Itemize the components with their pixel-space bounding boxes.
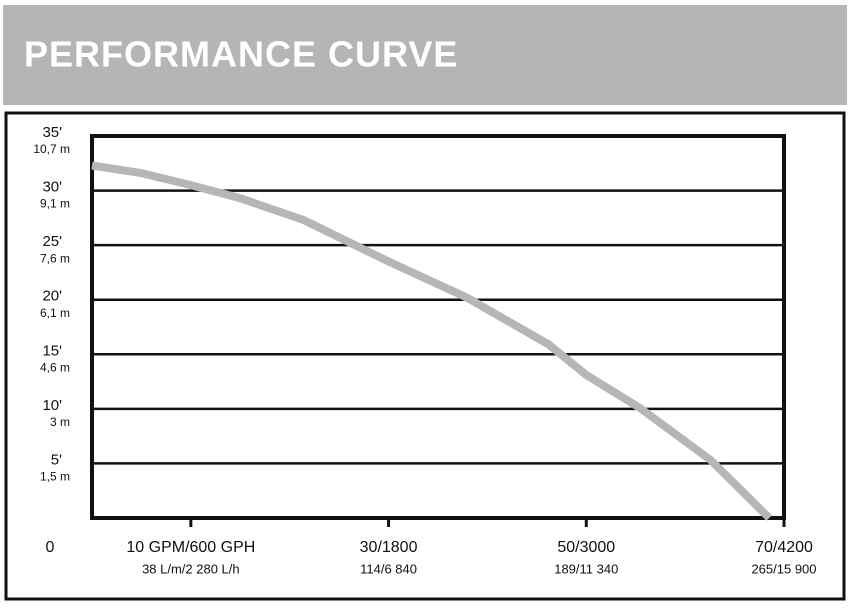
y-tick-sublabel: 9,1 m [40, 197, 70, 211]
x-tick-sublabel: 265/15 900 [751, 561, 816, 576]
x-tick-label: 70/4200 [755, 539, 813, 556]
y-tick-sublabel: 10,7 m [33, 142, 70, 156]
x-tick-sublabel: 189/11 340 [554, 561, 618, 576]
y-tick-label: 35' [42, 124, 62, 141]
header-band [3, 5, 847, 105]
x-tick-label: 0 [46, 539, 55, 556]
y-tick-sublabel: 3 m [50, 415, 70, 429]
y-tick-label: 20' [42, 288, 62, 305]
y-tick-label: 10' [42, 397, 62, 414]
y-tick-sublabel: 6,1 m [40, 306, 70, 320]
performance-curve [91, 161, 773, 521]
x-tick-label: 30/1800 [360, 539, 418, 556]
y-tick-label: 5' [51, 451, 62, 468]
chart-title: PERFORMANCE CURVE [24, 34, 458, 75]
x-tick-label: 10 GPM/600 GPH [126, 539, 255, 556]
y-tick-label: 25' [42, 233, 62, 250]
x-tick-sublabel: 114/6 840 [360, 561, 417, 576]
y-tick-sublabel: 7,6 m [40, 251, 70, 265]
chart-frame [4, 111, 846, 601]
y-tick-sublabel: 1,5 m [40, 470, 70, 484]
x-tick-label: 50/3000 [557, 539, 615, 556]
y-tick-label: 30' [42, 179, 62, 196]
plot-frame [90, 134, 786, 520]
y-tick-sublabel: 4,6 m [40, 360, 70, 374]
x-tick-sublabel: 38 L/m/2 280 L/h [142, 561, 240, 576]
y-tick-label: 15' [42, 342, 62, 359]
